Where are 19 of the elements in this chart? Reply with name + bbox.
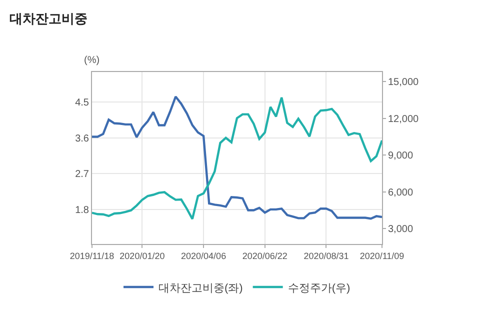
x-tick-label: 2020/04/06 bbox=[181, 250, 226, 261]
legend-label: 수정주가(우) bbox=[288, 282, 350, 294]
y2-tick-label: 15,000 bbox=[388, 77, 420, 88]
y-axis-title: (%) bbox=[84, 55, 100, 66]
legend-label: 대차잔고비중(좌) bbox=[158, 282, 243, 294]
y2-tick-label: 6,000 bbox=[388, 187, 414, 198]
chart-title: 대차잔고비중 bbox=[10, 11, 88, 26]
y2-tick-label: 12,000 bbox=[388, 114, 420, 125]
y-tick-label: 4.5 bbox=[75, 98, 90, 109]
y-tick-label: 3.6 bbox=[75, 133, 90, 144]
y2-tick-label: 3,000 bbox=[388, 224, 414, 236]
y2-tick-label: 9,000 bbox=[388, 150, 414, 162]
x-tick-label: 2020/08/31 bbox=[304, 250, 349, 261]
x-tick-label: 2020/01/20 bbox=[120, 250, 165, 261]
y-tick-label: 1.8 bbox=[75, 204, 90, 216]
y-tick-label: 2.7 bbox=[75, 169, 90, 180]
x-tick-label: 2020/06/22 bbox=[242, 250, 288, 261]
x-tick-label: 2020/11/09 bbox=[360, 250, 404, 261]
x-tick-label: 2019/11/18 bbox=[70, 250, 114, 261]
